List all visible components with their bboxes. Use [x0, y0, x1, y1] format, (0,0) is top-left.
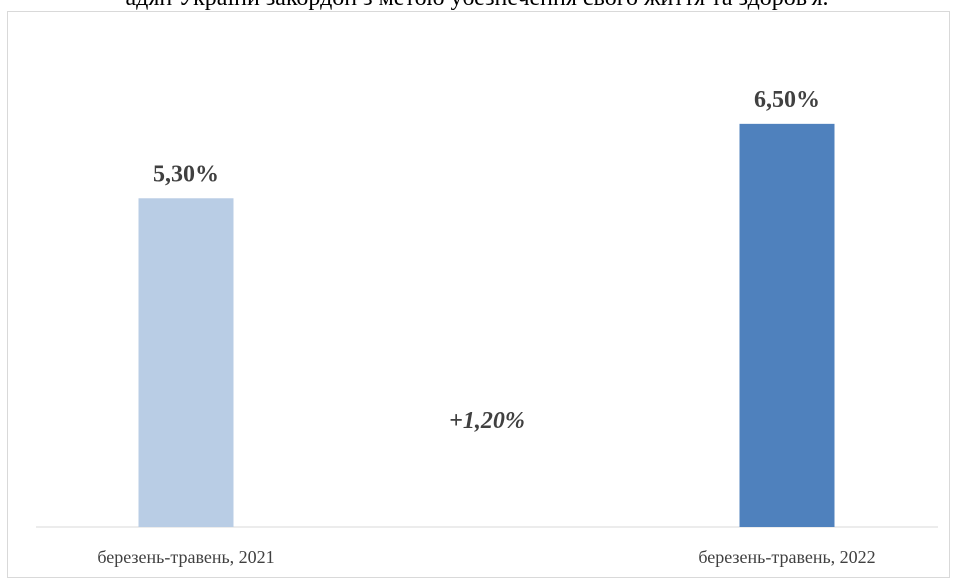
bar-1: [138, 198, 234, 527]
difference-annotation: +1,20%: [449, 408, 525, 434]
category-label-1: березень-травень, 2021: [97, 547, 274, 567]
chart-frame: [7, 11, 950, 578]
chart-title-fragment: адян України закордон з метою убезпеченн…: [0, 0, 954, 12]
category-label-2: березень-травень, 2022: [698, 547, 875, 567]
value-label-2: 6,50%: [754, 87, 820, 113]
value-label-1: 5,30%: [153, 161, 219, 187]
bar-2: [739, 123, 835, 527]
